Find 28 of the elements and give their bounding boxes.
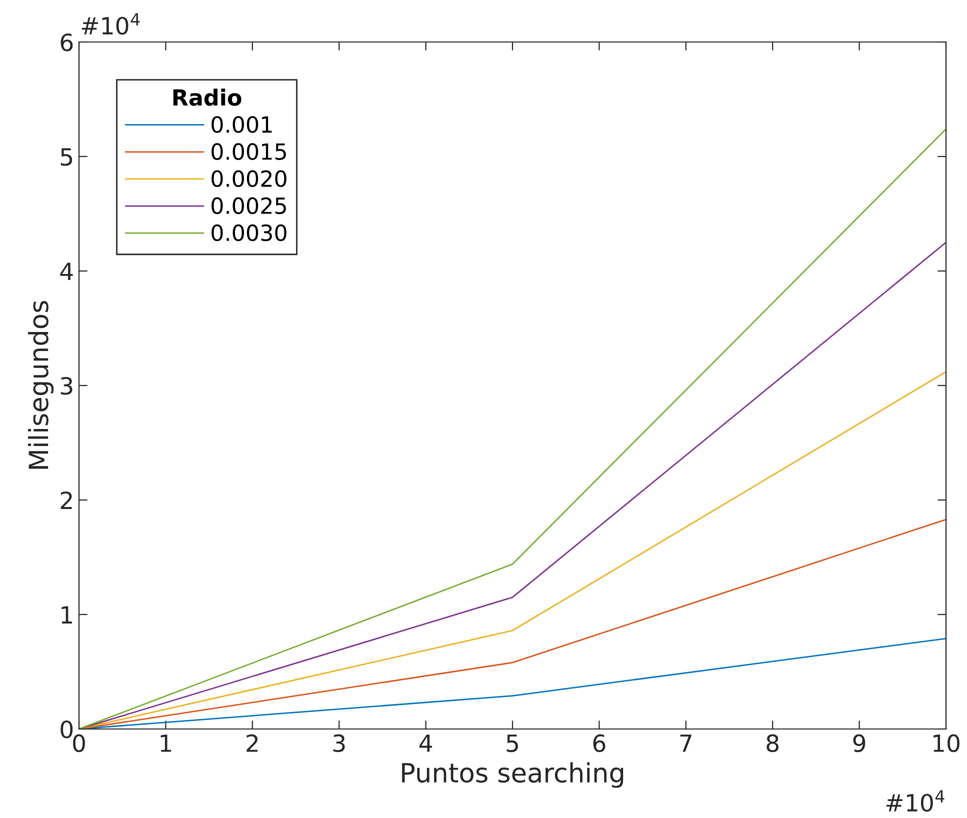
legend-label: 0.0020 xyxy=(212,170,286,188)
y-tick-label: 6 xyxy=(60,33,73,52)
x-tick-label: 6 xyxy=(593,734,606,752)
y-tick-label: 1 xyxy=(62,606,72,624)
x-tick-label: 3 xyxy=(333,734,345,752)
y-tick-label: 2 xyxy=(60,491,72,509)
text: #10$^{4}$ xyxy=(886,790,944,812)
legend-title: Radio xyxy=(173,88,242,106)
x-tick-label: 10 xyxy=(934,734,960,752)
x-tick-label: 5 xyxy=(506,734,518,752)
y-tick-label: 3 xyxy=(60,376,72,395)
y-tick-label: 0 xyxy=(60,720,73,738)
text: #10$^{4}$ xyxy=(82,13,140,35)
x-tick-label: 7 xyxy=(680,734,692,752)
x-tick-label: 0 xyxy=(73,734,85,752)
x-axis-title: Puntos searching xyxy=(402,762,624,788)
y-axis-title: Milisegundos xyxy=(28,300,54,469)
y-tick-label: 5 xyxy=(60,148,72,166)
x-tick-label: 2 xyxy=(246,734,258,752)
x-tick-label: 9 xyxy=(853,734,866,752)
legend-label: 0.001 xyxy=(212,116,272,133)
x-tick-label: 1 xyxy=(160,734,172,752)
x-tick-label: 8 xyxy=(766,734,778,752)
legend-label: 0.0015 xyxy=(212,143,286,160)
x-tick-label: 4 xyxy=(419,734,432,752)
y-tick-label: 4 xyxy=(60,262,73,280)
legend-label: 0.0030 xyxy=(212,224,286,242)
legend-label: 0.0025 xyxy=(212,197,286,214)
